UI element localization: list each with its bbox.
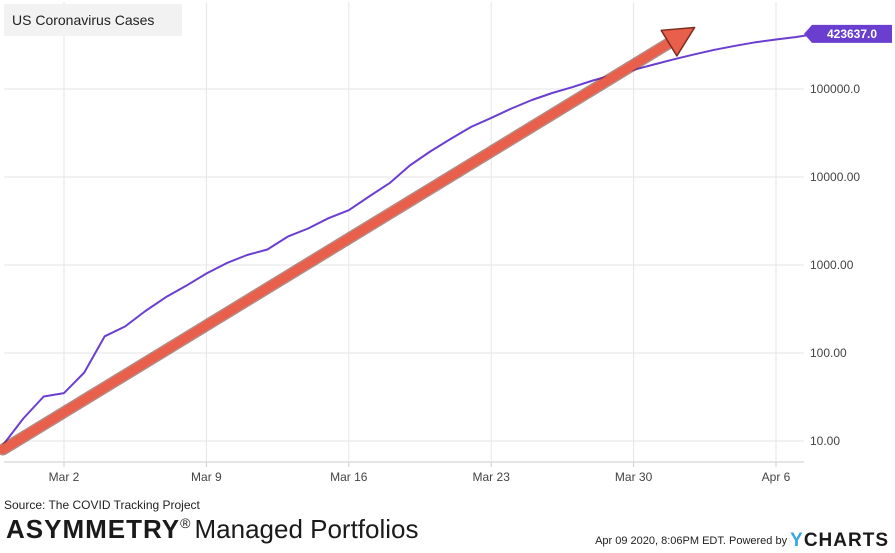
y-tick-label: 100.00 (810, 346, 847, 360)
x-tick-label: Mar 16 (330, 470, 368, 484)
grid (4, 2, 804, 467)
axis-labels: Mar 2 Mar 9 Mar 16 Mar 23 Mar 30 Apr 6 10.00 10… (49, 24, 892, 484)
source-note: Source: The COVID Tracking Project (4, 498, 200, 512)
x-tick-label: Mar 23 (473, 470, 511, 484)
legend-label: US Coronavirus Cases (12, 12, 155, 28)
last-value-label: 423637.0 (827, 27, 877, 41)
brand-tagline: Managed Portfolios (194, 514, 419, 544)
ycharts-logo-text: CHARTS (803, 530, 889, 551)
y-tick-label: 10.00 (810, 434, 840, 448)
ycharts-logo-y: Y (790, 530, 804, 551)
timestamp: Apr 09 2020, 8:06PM EDT. (595, 535, 726, 547)
trend-arrow-shaft (0, 38, 674, 455)
series-layer (2, 32, 817, 446)
x-tick-label: Mar 30 (615, 470, 653, 484)
ycharts-logo: YCHARTS (790, 530, 889, 551)
y-tick-label: 10000.00 (810, 170, 860, 184)
x-tick-label: Apr 6 (762, 470, 791, 484)
x-tick-label: Mar 2 (49, 470, 80, 484)
last-value-badge-bg (804, 24, 892, 43)
y-tick-label: 100000.0 (810, 82, 860, 96)
y-tick-label: 1000.00 (810, 258, 854, 272)
series-line (2, 32, 817, 446)
footer-credits: Apr 09 2020, 8:06PM EDT. Powered by YCHA… (595, 530, 889, 552)
x-tick-label: Mar 9 (191, 470, 222, 484)
last-value-badge: 423637.0 (804, 24, 892, 43)
brand-logo: ASYMMETRY® Managed Portfolios (6, 514, 419, 545)
powered-by: Powered by (728, 535, 788, 547)
trend-arrow-head (660, 26, 696, 57)
legend: US Coronavirus Cases (4, 4, 182, 36)
chart: Mar 2 Mar 9 Mar 16 Mar 23 Mar 30 Apr 6 10.00 10… (0, 2, 892, 484)
brand-name: ASYMMETRY (6, 514, 181, 544)
brand-registered-mark: ® (180, 515, 191, 532)
trend-arrow (0, 26, 696, 456)
